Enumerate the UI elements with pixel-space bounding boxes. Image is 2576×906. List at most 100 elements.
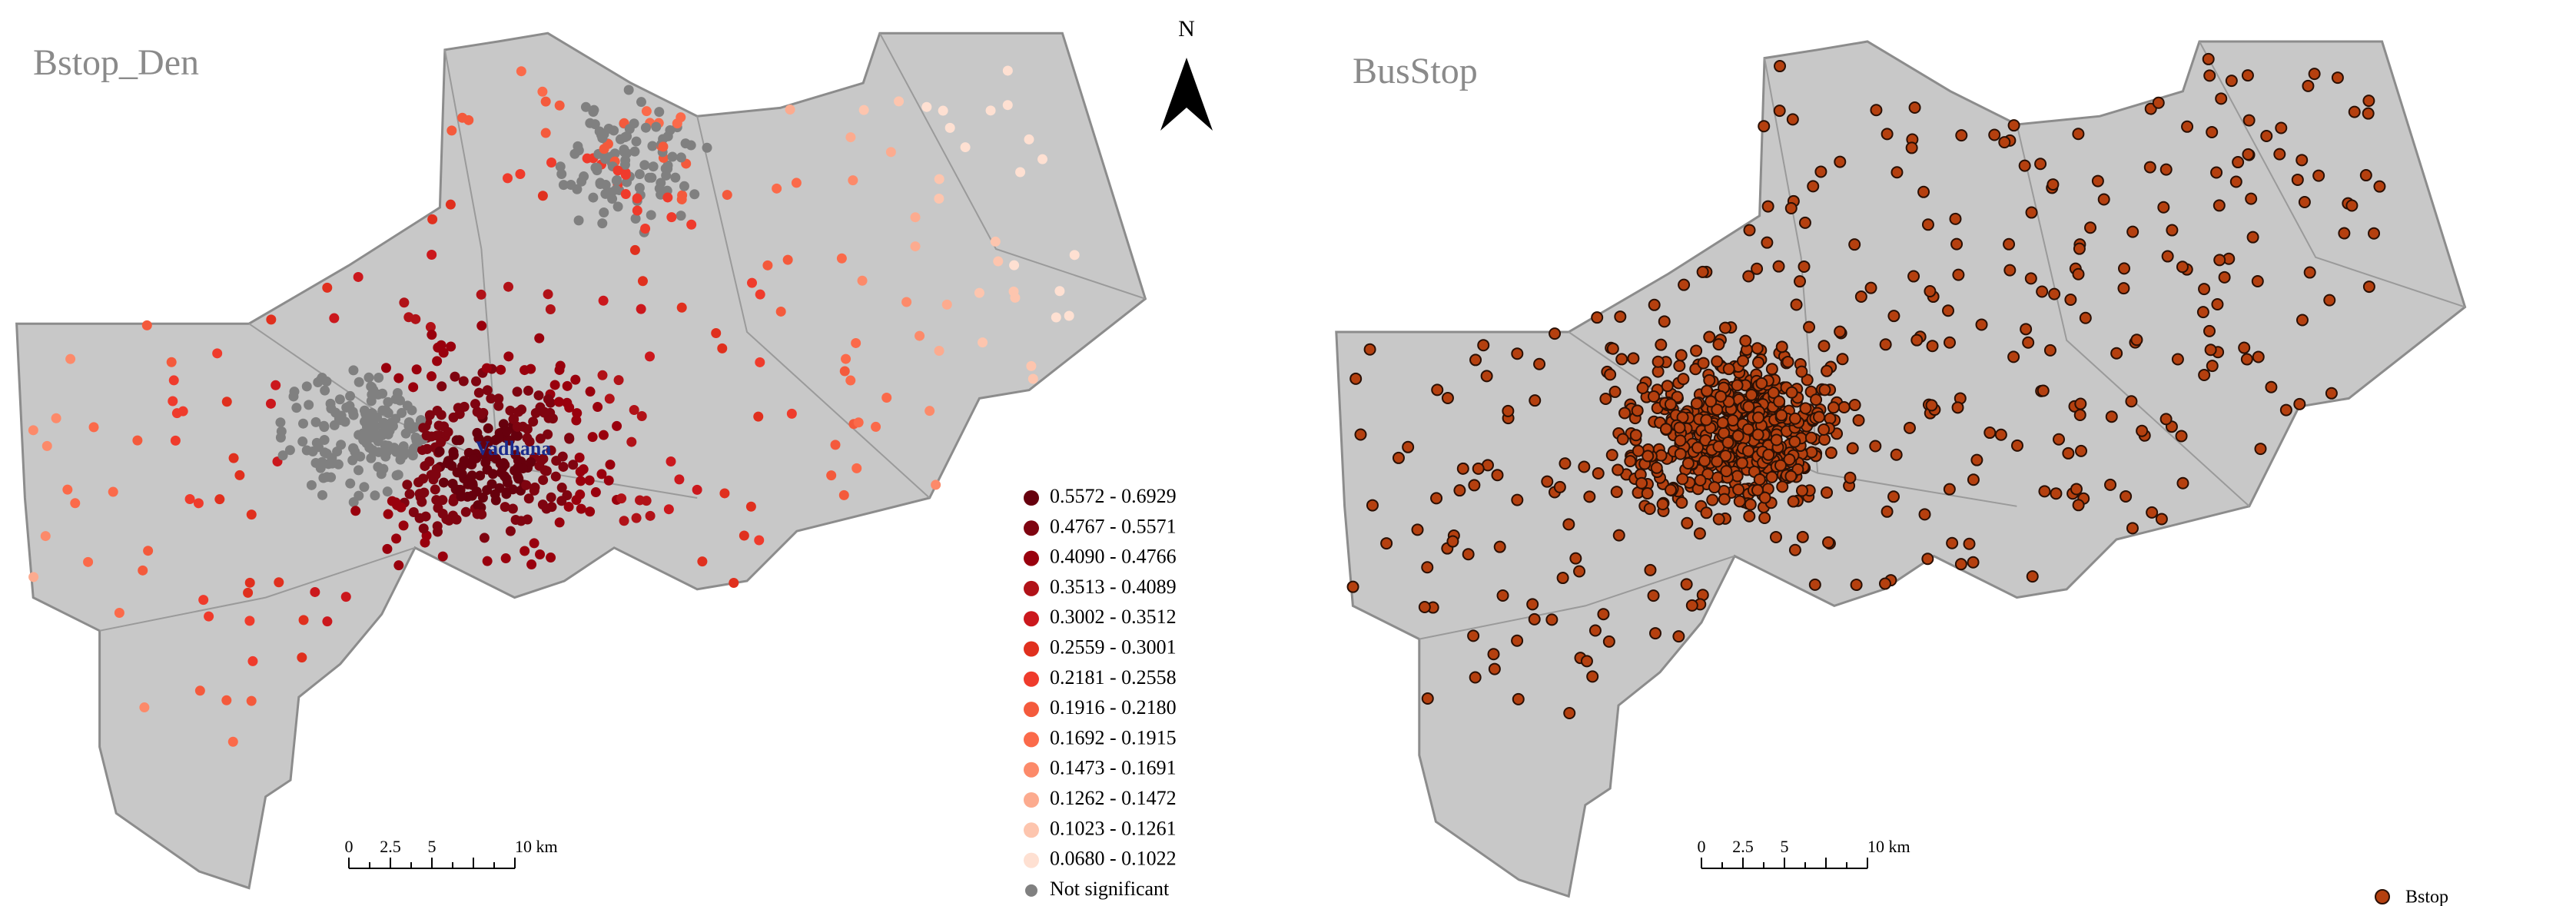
density-dot xyxy=(570,374,581,385)
density-dot xyxy=(391,470,402,481)
density-dot xyxy=(246,695,257,706)
bus-stop-dot xyxy=(1726,414,1739,427)
bus-stop-dot xyxy=(2020,323,2033,336)
density-dot xyxy=(762,260,773,270)
bus-stop-dot xyxy=(2176,261,2189,274)
density-dot xyxy=(501,426,512,436)
density-dot xyxy=(392,387,403,398)
legend-swatch xyxy=(1024,550,1039,566)
density-dot xyxy=(424,410,435,420)
density-dot xyxy=(609,125,619,136)
bus-stop-dot xyxy=(1869,440,1882,453)
density-dot xyxy=(482,556,493,566)
bus-stop-dot xyxy=(1493,540,1506,553)
bus-stop-dot xyxy=(2198,368,2211,381)
bus-stop-dot xyxy=(2215,92,2228,105)
bus-stop-dot xyxy=(1712,513,1725,526)
density-dot xyxy=(520,365,530,376)
density-dot xyxy=(1051,312,1061,323)
density-dot xyxy=(1026,360,1037,371)
density-dot xyxy=(476,509,487,519)
density-dot xyxy=(564,433,575,444)
density-dot xyxy=(370,490,380,501)
bus-stop-dot xyxy=(2105,410,2118,423)
bus-stop-dot xyxy=(1562,518,1575,531)
density-dot xyxy=(851,463,862,473)
density-dot xyxy=(424,456,435,467)
bus-stop-dot xyxy=(1951,401,1964,414)
density-dot xyxy=(974,287,984,298)
density-dot xyxy=(535,549,546,559)
bus-stop-dot xyxy=(1785,386,1798,399)
bus-stop-dot xyxy=(1741,444,1754,457)
density-dot xyxy=(418,423,429,433)
density-dot xyxy=(562,380,573,391)
density-dot xyxy=(662,163,673,174)
density-dot xyxy=(214,494,225,505)
density-dot xyxy=(1009,260,1020,270)
density-dot xyxy=(366,396,377,407)
density-dot xyxy=(600,180,611,191)
bus-stop-dot xyxy=(1392,451,1405,464)
density-dot xyxy=(427,330,437,340)
bus-stop-dot xyxy=(2293,397,2306,410)
density-dot xyxy=(665,124,676,135)
bus-stop-dot xyxy=(2036,285,2049,298)
density-dot xyxy=(871,421,881,432)
bus-stop-dot xyxy=(1647,390,1660,403)
density-dot xyxy=(483,423,493,433)
density-dot xyxy=(417,496,427,507)
density-dot xyxy=(557,451,568,462)
density-dot xyxy=(753,411,764,422)
density-dot xyxy=(437,551,448,562)
density-dot xyxy=(357,431,368,442)
bus-stop-dot xyxy=(1411,523,1424,536)
bus-stop-dot xyxy=(1755,377,1768,390)
bus-stop-dot xyxy=(1762,448,1775,461)
bus-stop-dot xyxy=(2022,336,2035,349)
legend-label: Bstop xyxy=(2405,888,2448,906)
density-dot xyxy=(51,413,61,423)
bus-stop-dot xyxy=(1788,435,1801,448)
bus-stop-dot xyxy=(2251,274,2264,287)
bus-stop-dot xyxy=(1769,530,1782,543)
density-dot xyxy=(515,168,526,179)
density-dot xyxy=(477,492,488,503)
density-dot xyxy=(584,475,595,486)
bus-stop-dot xyxy=(2070,483,2083,496)
density-dot xyxy=(523,493,534,504)
bus-stop-dot xyxy=(2242,148,2255,161)
bus-stop-dot xyxy=(1742,270,1755,283)
bus-stop-dot xyxy=(2007,119,2020,132)
bus-stop-dot xyxy=(1690,397,1703,410)
density-dot xyxy=(612,201,623,212)
density-dot xyxy=(679,181,689,191)
density-dot xyxy=(629,244,640,255)
density-dot xyxy=(480,457,491,468)
bus-stop-dot xyxy=(2062,446,2075,460)
bus-stop-dot xyxy=(1821,486,1834,499)
density-dot xyxy=(212,348,223,359)
bus-stop-dot xyxy=(1676,473,1689,486)
density-dot xyxy=(555,161,566,172)
density-dot xyxy=(590,487,601,498)
density-dot xyxy=(178,406,188,416)
density-dot xyxy=(430,484,440,495)
density-dot xyxy=(486,479,497,490)
bus-stop-dot xyxy=(2232,156,2245,169)
density-dot xyxy=(355,451,366,462)
density-dot xyxy=(266,314,277,325)
density-dot xyxy=(686,219,697,230)
bus-stop-dot xyxy=(1703,330,1716,343)
density-dot xyxy=(640,122,651,133)
density-dot xyxy=(332,446,343,457)
density-dot xyxy=(841,353,851,364)
density-dot xyxy=(598,295,609,306)
bus-stop-dot xyxy=(2064,294,2077,307)
bus-stop-dot xyxy=(2053,433,2066,446)
density-dot xyxy=(436,340,446,350)
density-dot xyxy=(654,183,665,194)
density-dot xyxy=(640,224,651,234)
legend-label: 0.1916 - 0.2180 xyxy=(1050,696,1177,718)
bus-stop-dot xyxy=(1950,237,1964,251)
